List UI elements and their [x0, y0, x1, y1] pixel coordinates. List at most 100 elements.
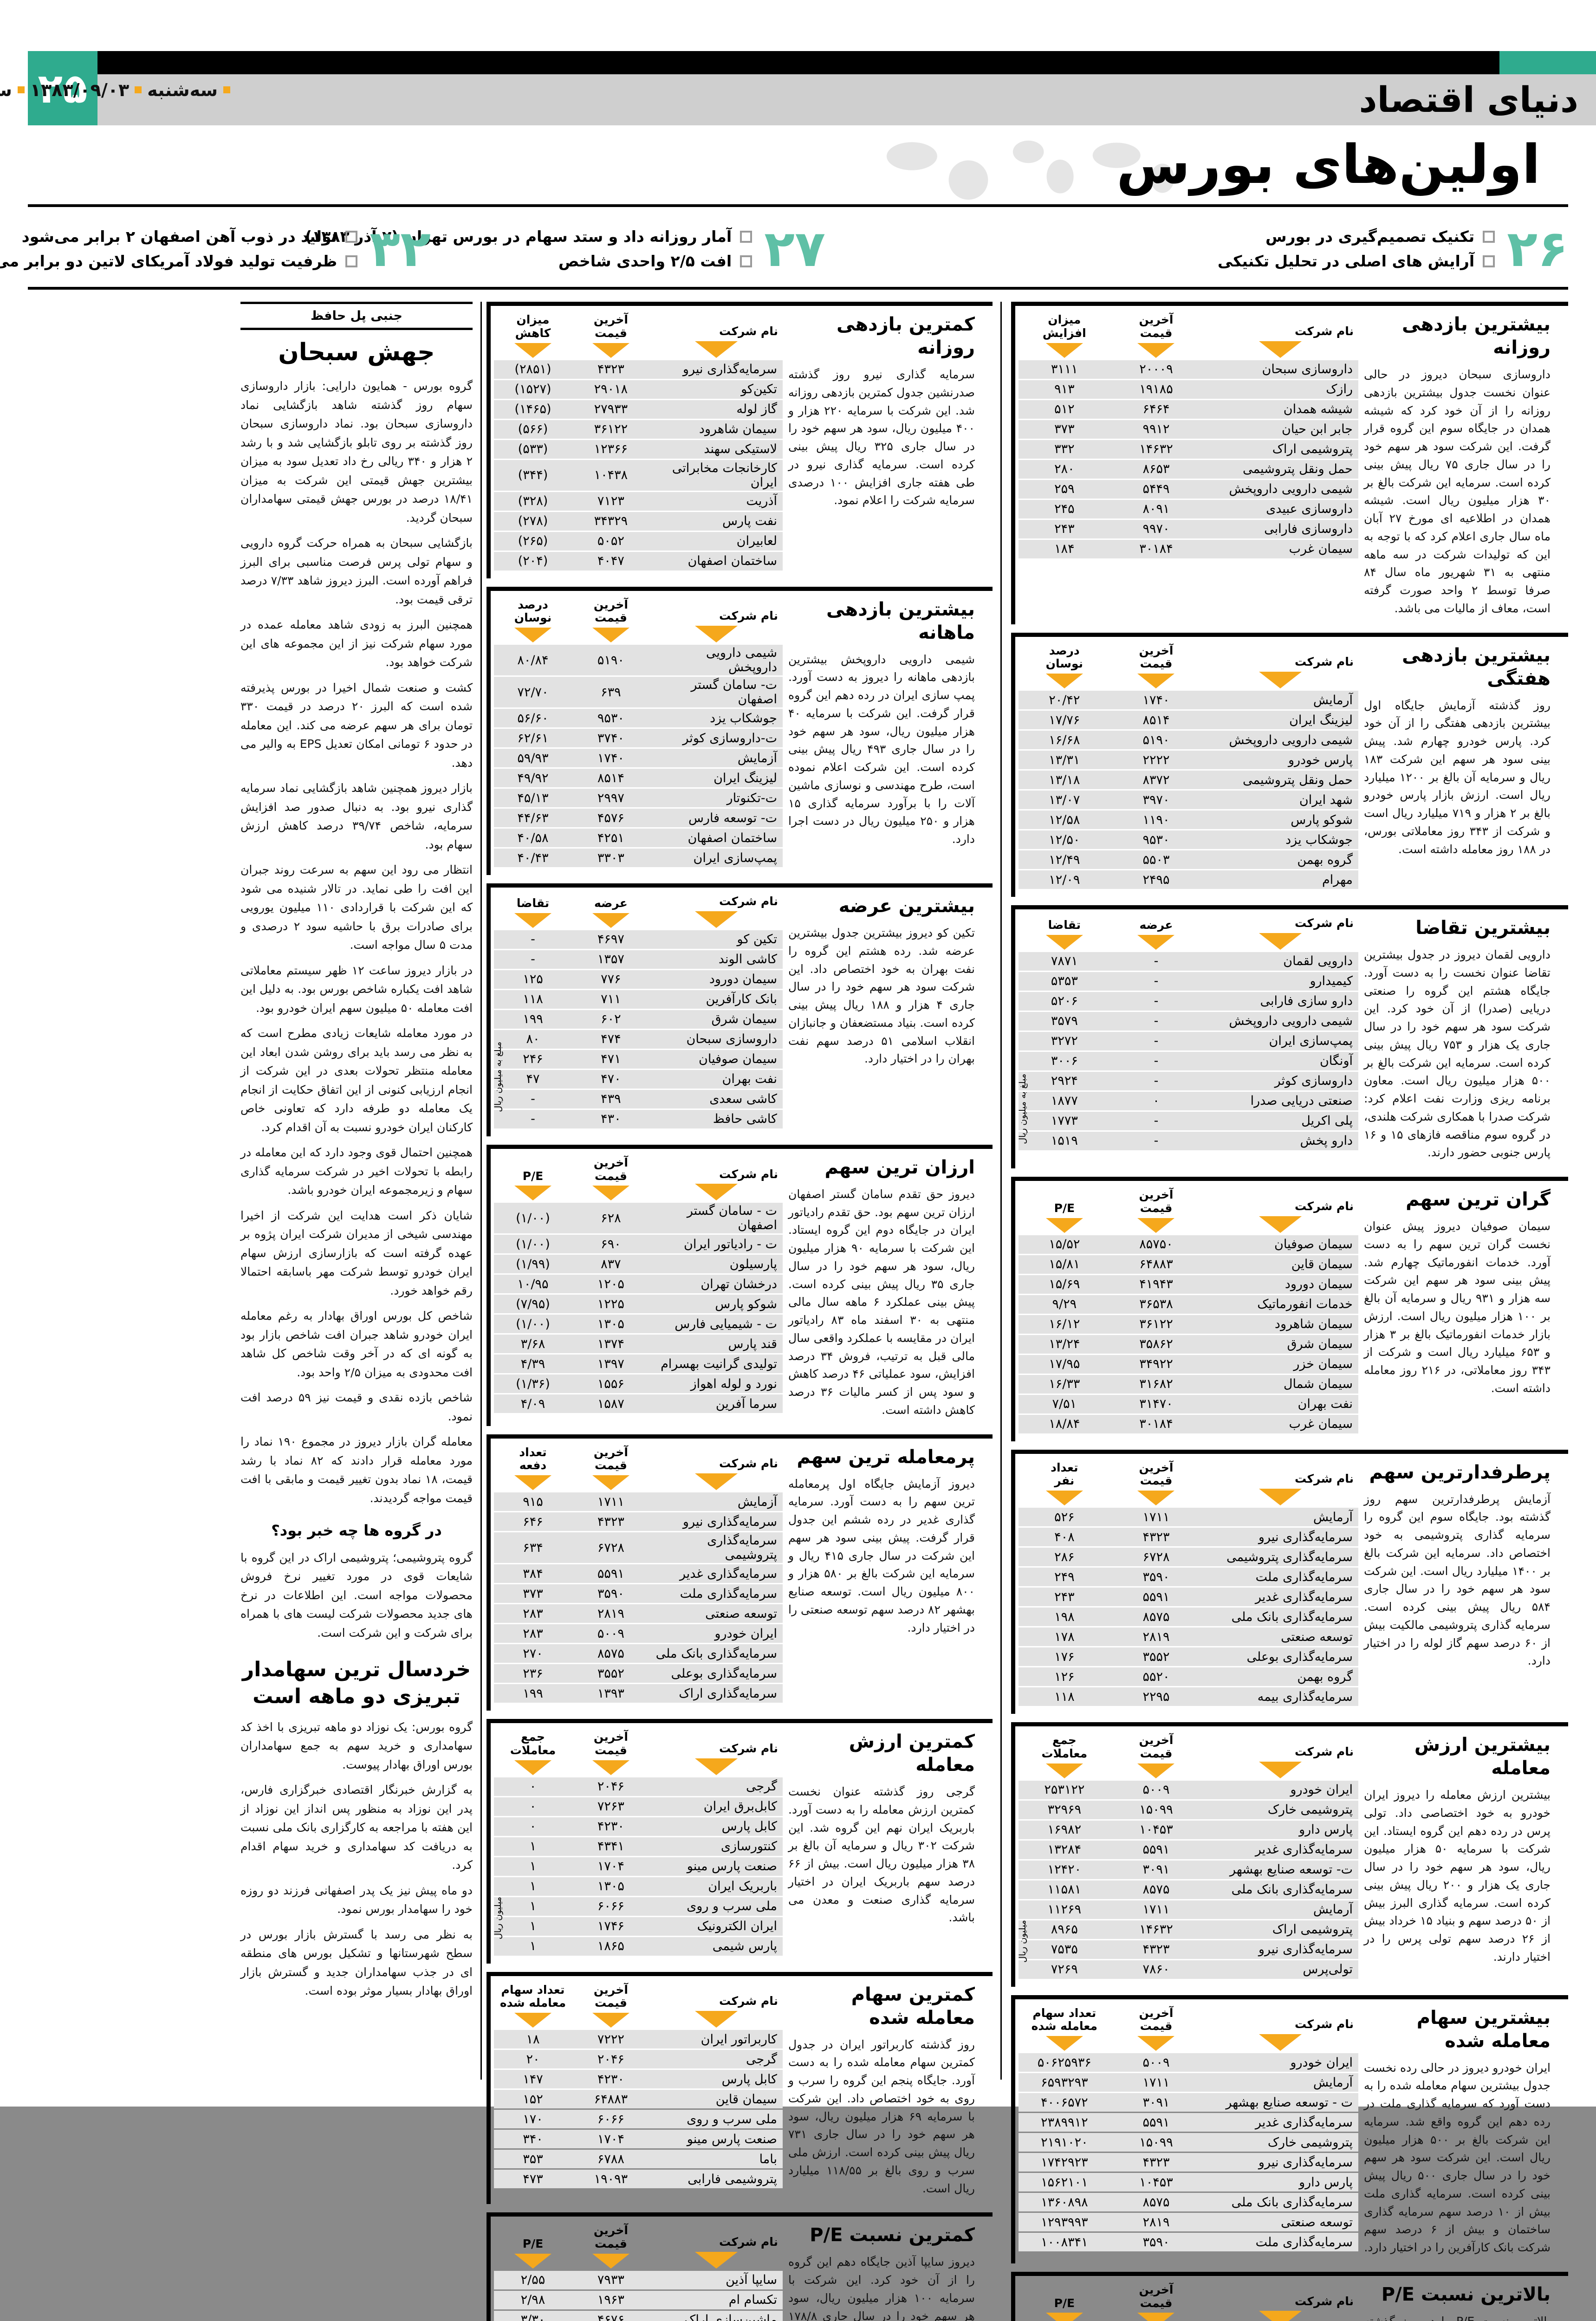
table-row[interactable]: سرمایه‌گذاری ملت ۳۵۹۰ ۳۷۳ [494, 1584, 783, 1603]
table-row[interactable]: گاز لوله ۲۷۹۳۳ (۱۴۶۵) [494, 400, 783, 419]
table-row[interactable]: پتروشیمی خارک ۱۵۰۹۹ ۲۱۹۱۰۲۰ [1019, 2133, 1358, 2152]
table-row[interactable]: سرمایه‌گذاری بانک ملی ۸۵۷۵ ۱۳۶۰۸۹۸ [1019, 2193, 1358, 2211]
toc-group[interactable]: ۲۷ آمار روزانه داد و ستد سهام در بورس ته… [305, 214, 827, 284]
table-row[interactable]: شوکو پارس ۱۱۹۰ ۱۲/۵۸ [1019, 810, 1358, 829]
table-row[interactable]: داروسازی عبیدی ۸۰۹۱ ۲۴۵ [1019, 499, 1358, 519]
table-row[interactable]: سیمان غرب ۳۰۱۸۴ ۱۸/۸۴ [1019, 1414, 1358, 1433]
table-row[interactable]: ت- توسعه صنایع بهشهر ۳۰۹۱ ۱۲۴۲۰ [1019, 1860, 1358, 1879]
table-row[interactable]: گرجی ۲۰۴۶ ۲۰ [494, 2050, 783, 2068]
table-row[interactable]: بانک کارآفرین ۷۱۱ ۱۱۸ [494, 990, 783, 1009]
table-row[interactable]: پارس دارو ۱۰۴۵۳ ۱۶۹۸۲ [1019, 1820, 1358, 1839]
table-row[interactable]: سیمان شمال ۳۱۶۸۲ ۱۶/۳۳ [1019, 1374, 1358, 1394]
table-row[interactable]: آونگان - ۳۰۰۶ [1019, 1051, 1358, 1070]
table-row[interactable]: لیزینگ ایران ۸۵۱۴ ۱۷/۷۶ [1019, 711, 1358, 729]
table-row[interactable]: سرمایه‌گذاری پتروشیمی ۶۷۲۸ ۲۸۶ [1019, 1548, 1358, 1566]
table-row[interactable]: سیمان شرق ۳۵۸۶۲ ۱۳/۲۴ [1019, 1335, 1358, 1354]
table-row[interactable]: پتروشیمی فارابی ۱۹۰۹۳ ۴۷۳ [494, 2170, 783, 2188]
table-row[interactable]: پتروشیمی اراک ۱۴۶۳۲ ۸۹۶۵ [1019, 1920, 1358, 1939]
table-row[interactable]: سیمان خزر ۳۴۹۲۲ ۱۷/۹۵ [1019, 1355, 1358, 1374]
table-row[interactable]: جابر ابن حیان ۹۹۱۲ ۳۷۳ [1019, 420, 1358, 439]
table-row[interactable]: کابل‌برق ایران ۷۲۶۳ ۰ [494, 1797, 783, 1816]
table-row[interactable]: داروسازی فارابی ۹۹۷۰ ۲۴۳ [1019, 519, 1358, 538]
table-row[interactable]: ساختمان اصفهان ۴۰۴۷ (۲۰۴) [494, 551, 783, 571]
toc-item[interactable]: افت ۲/۵ واحدی شاخص [305, 252, 753, 270]
table-row[interactable]: آرمایش ۱۷۱۱ ۱۱۲۶۹ [1019, 1900, 1358, 1919]
table-row[interactable]: باما ۶۷۸۸ ۳۵۳ [494, 2150, 783, 2168]
table-row[interactable]: ایران خودرو ۵۰۰۹ ۵۰۶۲۵۹۳۶ [1019, 2053, 1358, 2072]
table-row[interactable]: سرمایه‌گذاری بانک ملی ۸۵۷۵ ۲۷۰ [494, 1644, 783, 1663]
table-row[interactable]: کارخانجات مخابراتی ایران ۱۰۴۳۸ (۳۴۴) [494, 460, 783, 491]
table-row[interactable]: سرمایه‌گذاری ملت ۳۵۹۰ ۱۰۰۸۳۴۱ [1019, 2233, 1358, 2251]
table-row[interactable]: سیمان قاین ۶۴۸۸۳ ۱۵۲ [494, 2090, 783, 2108]
table-row[interactable]: سرمایه‌گذاری نیرو ۴۳۲۳ ۴۰۸ [1019, 1528, 1358, 1546]
table-row[interactable]: نفت بهران ۴۷۰ ۴۷ [494, 1070, 783, 1089]
table-row[interactable]: سرمایه‌گذاری بیمه ۲۲۹۵ ۱۱۸ [1019, 1687, 1358, 1706]
table-row[interactable]: کاشی حافظ ۴۳۰ - [494, 1109, 783, 1128]
table-row[interactable]: تکین کو ۴۶۹۷ - [494, 930, 783, 949]
table-row[interactable]: شهد ایران ۳۹۷۰ ۱۳/۰۷ [1019, 791, 1358, 809]
table-row[interactable]: دارویی لقمان - ۷۸۷۱ [1019, 952, 1358, 971]
table-row[interactable]: سرمایه‌گذاری بانک ملی ۸۵۷۵ ۱۹۸ [1019, 1608, 1358, 1626]
table-row[interactable]: داروسازی سبحان ۲۰۰۰۹ ۳۱۱۱ [1019, 360, 1358, 379]
table-row[interactable]: سرمایه‌گذاری بوعلی ۳۵۵۲ ۱۷۶ [1019, 1647, 1358, 1666]
table-row[interactable]: صنعت پارس مینو ۱۷۰۴ ۳۴۰ [494, 2130, 783, 2148]
table-row[interactable]: کنتورسازی ۴۳۴۱ ۱ [494, 1837, 783, 1856]
toc-item[interactable]: تکنیک تصمیم‌گیری در بورس [1218, 227, 1495, 246]
toc-item[interactable]: ظرفیت تولید فولاد آمریکای لاتین دو برابر… [0, 252, 358, 270]
table-row[interactable]: سرمایه‌گذاری غدیر ۵۵۹۱ ۱۳۲۸۴ [1019, 1840, 1358, 1859]
table-row[interactable]: پمپ‌سازی ایران ۳۳۰۳ ۴۰/۴۳ [494, 849, 783, 867]
table-row[interactable]: سیمان شاهرود ۳۶۱۲۲ ۱۶/۱۲ [1019, 1315, 1358, 1334]
table-row[interactable]: کاشی الوند ۱۳۵۷ - [494, 950, 783, 969]
table-row[interactable]: پلی اکریل - ۱۷۷۳ [1019, 1111, 1358, 1130]
table-row[interactable]: سیمان شاهرود ۳۶۱۲۲ (۵۶۶) [494, 420, 783, 439]
table-row[interactable]: شیشه همدان ۶۴۶۴ ۵۱۲ [1019, 400, 1358, 419]
table-row[interactable]: دارو سازی فارابی - ۵۲۰۶ [1019, 992, 1358, 1011]
table-row[interactable]: شیمی دارویی داروپخش ۵۴۴۹ ۲۵۹ [1019, 480, 1358, 499]
table-row[interactable]: داروسازی سبحان ۴۷۴ ۸۰ [494, 1030, 783, 1049]
table-row[interactable]: ت - توسعه صنایع بهشهر ۳۰۹۱ ۴۰۰۶۵۷۲ [1019, 2093, 1358, 2112]
table-row[interactable]: آذریت ۷۱۲۳ (۳۲۸) [494, 492, 783, 511]
table-row[interactable]: شوکو پارس ۱۲۲۵ (۷/۹۵) [494, 1295, 783, 1314]
table-row[interactable]: سرمایه‌گذاری نیرو ۴۳۲۳ (۲۸۵۱) [494, 360, 783, 379]
table-row[interactable]: تکین‌کو ۲۹۰۱۸ (۱۵۲۷) [494, 380, 783, 399]
table-row[interactable]: سرمایه‌گذاری غدیر ۵۵۹۱ ۲۳۸۹۹۱۲ [1019, 2113, 1358, 2132]
table-row[interactable]: لاستیکی سهند ۱۲۳۶۶ (۵۳۳) [494, 440, 783, 459]
table-row[interactable]: گروه بهمن ۵۵۲۰ ۱۲۶ [1019, 1667, 1358, 1686]
table-row[interactable]: ایران خودرو ۵۰۰۹ ۲۸۳ [494, 1624, 783, 1643]
table-row[interactable]: سیمان دورود ۴۱۹۴۳ ۱۵/۶۹ [1019, 1275, 1358, 1294]
table-row[interactable]: آرمایش ۱۷۱۱ ۵۲۶ [1019, 1508, 1358, 1526]
table-row[interactable]: سرمایه‌گذاری بانک ملی ۸۵۷۵ ۱۱۵۸۱ [1019, 1880, 1358, 1899]
table-row[interactable]: توسعه صنعتی ۲۸۱۹ ۱۷۸ [1019, 1627, 1358, 1646]
table-row[interactable]: پارس شیمی ۱۸۶۵ ۱ [494, 1937, 783, 1956]
table-row[interactable]: کاربراتور ایران ۷۲۲۲ ۱۸ [494, 2030, 783, 2049]
table-row[interactable]: خدمات انفورماتیک ۳۶۵۳۸ ۹/۲۹ [1019, 1295, 1358, 1314]
table-row[interactable]: سیمان شرق ۶۰۲ ۱۹۹ [494, 1010, 783, 1029]
table-row[interactable]: باربریک ایران ۱۳۰۵ ۱ [494, 1877, 783, 1896]
table-row[interactable]: ملی سرب و روی ۶۰۶۶ ۱۷۰ [494, 2110, 783, 2128]
table-row[interactable]: گروه بهمن ۵۵۰۳ ۱۲/۴۹ [1019, 850, 1358, 869]
table-row[interactable]: شیمی دارویی داروپخش ۵۱۹۰ ۱۶/۶۸ [1019, 731, 1358, 749]
table-row[interactable]: سرما آفرین ۱۵۸۷ ۴/۰۹ [494, 1394, 783, 1413]
table-row[interactable]: ت - سامان گستر اصفهان ۶۲۸ (۱/۰۰) [494, 1203, 783, 1234]
table-row[interactable]: کابل پارس ۴۲۳۰ ۱۴۷ [494, 2070, 783, 2088]
table-row[interactable]: پتروشیمی خارک ۱۵۰۹۹ ۳۲۹۶۹ [1019, 1800, 1358, 1819]
table-row[interactable]: جوشکاب یزد ۹۵۳۰ ۵۶/۶۰ [494, 709, 783, 727]
table-row[interactable]: کاشی سعدی ۴۳۹ - [494, 1089, 783, 1109]
table-row[interactable]: کیمیدارو - ۵۳۵۳ [1019, 972, 1358, 991]
table-row[interactable]: ماشین‌سازی اراک ۴۶۷۶ ۳/۳۰ [494, 2310, 783, 2321]
table-row[interactable]: گرجی ۲۰۴۶ ۰ [494, 1777, 783, 1796]
table-row[interactable]: صنعت پارس مینو ۱۷۰۴ ۱ [494, 1857, 783, 1876]
table-row[interactable]: تولی‌پرس ۷۸۶۰ ۷۲۶۹ [1019, 1960, 1358, 1979]
table-row[interactable]: سیمان صوفیان ۴۷۱ ۲۴۶ [494, 1050, 783, 1069]
table-row[interactable]: آرمایش ۱۷۴۰ ۲۰/۴۲ [1019, 691, 1358, 709]
table-row[interactable]: مهرام ۲۴۹۵ ۱۲/۰۹ [1019, 870, 1358, 889]
table-row[interactable]: سیمان قاین ۶۴۸۸۳ ۱۵/۸۱ [1019, 1255, 1358, 1274]
table-row[interactable]: سیمان صوفیان ۸۵۷۵۰ ۱۵/۵۲ [1019, 1235, 1358, 1254]
table-row[interactable]: سرمایه‌گذاری اراک ۱۳۹۳ ۱۹۹ [494, 1684, 783, 1703]
table-row[interactable]: ت-داروسازی کوثر ۳۷۴۰ ۶۲/۶۱ [494, 729, 783, 747]
table-row[interactable]: سرمایه‌گذاری نیرو ۴۳۲۳ ۶۴۶ [494, 1512, 783, 1531]
table-row[interactable]: ایران الکترونیک ۱۷۴۶ ۱ [494, 1917, 783, 1936]
table-row[interactable]: ت - رادیاتور ایران ۶۹۰ (۱/۰۰) [494, 1235, 783, 1254]
table-row[interactable]: ت- سامان گستر اصفهان ۶۳۹ ۷۲/۷۰ [494, 677, 783, 707]
table-row[interactable]: تکسام ام ۱۹۶۳ ۲/۹۸ [494, 2290, 783, 2309]
